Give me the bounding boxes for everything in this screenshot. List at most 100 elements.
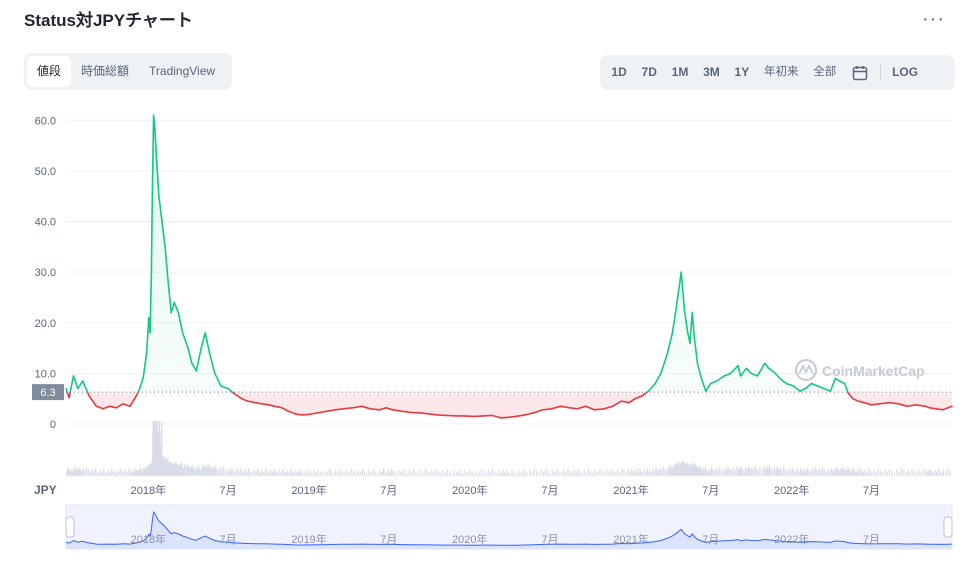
volume-bar <box>104 470 106 476</box>
volume-bar <box>540 470 542 476</box>
volume-bar <box>138 470 140 476</box>
x-tick-label: 2019年 <box>291 483 326 497</box>
volume-bar <box>739 467 741 476</box>
volume-bar <box>86 467 88 476</box>
volume-bar <box>763 466 765 476</box>
volume-bar <box>174 464 176 476</box>
price-point <box>446 414 448 417</box>
tab-tradingview[interactable]: TradingView <box>149 64 216 78</box>
price-point <box>640 395 643 398</box>
volume-bar <box>936 471 938 476</box>
volume-bar <box>473 473 475 476</box>
price-point <box>108 405 111 408</box>
volume-bar <box>788 468 790 476</box>
range-all[interactable]: 全部 <box>813 66 837 78</box>
more-options-icon[interactable]: ··· <box>922 8 945 30</box>
price-point <box>683 311 686 314</box>
price-point <box>785 382 788 385</box>
range-1d[interactable]: 1D <box>611 65 627 79</box>
range-navigator[interactable]: 2018年 7月 2019年 7月 2020年 7月 2021年 7月 2022年 7月 <box>65 504 953 550</box>
volume-bar <box>601 471 603 476</box>
price-point <box>863 401 866 404</box>
price-point <box>401 410 404 413</box>
volume-bar <box>632 470 634 476</box>
price-point <box>693 337 696 339</box>
volume-bar <box>837 468 839 477</box>
volume-bar <box>859 468 861 476</box>
price-point <box>804 387 807 390</box>
volume-bar <box>636 471 638 477</box>
price-point <box>72 375 75 377</box>
volume-bar <box>848 469 850 476</box>
price-point <box>129 405 131 408</box>
volume-bar <box>94 468 96 476</box>
volume-bar <box>696 468 698 476</box>
calendar-icon[interactable] <box>848 58 872 87</box>
price-point <box>879 403 881 405</box>
volume-bar <box>247 468 250 476</box>
price-point <box>161 220 163 223</box>
x-tick-label: 2021年 <box>613 483 648 497</box>
volume-bar <box>422 472 424 476</box>
range-ytd[interactable]: 年初来 <box>764 66 799 78</box>
price-point <box>95 405 98 408</box>
volume-bar <box>236 468 238 476</box>
price-point <box>164 246 166 248</box>
chart-type-tabs: 値段 時価総額 TradingView <box>24 53 232 90</box>
volume-bar <box>168 462 170 476</box>
volume-bar <box>410 472 412 476</box>
volume-bar <box>166 460 168 477</box>
y-tick-label: 40.0 <box>35 217 56 229</box>
price-point <box>227 387 229 390</box>
volume-bar <box>241 470 243 477</box>
current-price-tag <box>32 384 64 401</box>
volume-bar <box>784 468 786 477</box>
volume-bar <box>379 470 381 476</box>
navigator-handle-right[interactable] <box>943 516 953 538</box>
price-point <box>200 347 202 349</box>
volume-bar <box>879 470 881 476</box>
volume-bar <box>691 467 693 476</box>
range-3m[interactable]: 3M <box>703 65 720 79</box>
volume-bar <box>297 472 299 476</box>
time-range-selector: 1D 7D 1M 3M 1Y 年初来 全部 LOG <box>600 55 955 90</box>
volume-bar <box>172 466 174 476</box>
volume-bar <box>768 466 770 476</box>
price-point <box>149 332 151 334</box>
volume-bar <box>194 469 196 476</box>
volume-bar <box>871 472 873 476</box>
volume-bar <box>361 468 364 476</box>
volume-bar <box>752 469 754 476</box>
volume-bar <box>87 469 89 476</box>
volume-bar <box>736 466 738 476</box>
volume-bar <box>722 471 724 476</box>
log-scale-toggle[interactable]: LOG <box>892 65 919 79</box>
range-1m[interactable]: 1M <box>671 65 689 79</box>
volume-bar <box>619 471 621 476</box>
volume-bar <box>686 462 688 476</box>
volume-bar <box>665 470 668 476</box>
price-point <box>705 390 707 392</box>
volume-bar <box>355 472 357 476</box>
range-7d[interactable]: 7D <box>641 65 657 79</box>
range-1y[interactable]: 1Y <box>734 65 750 79</box>
volume-bar <box>163 456 165 476</box>
navigator-handle-left[interactable] <box>65 516 75 538</box>
volume-bar <box>387 469 389 476</box>
price-point <box>287 410 290 413</box>
volume-bar <box>145 468 147 477</box>
volume-bar <box>66 468 68 476</box>
volume-bar <box>503 471 506 476</box>
volume-bar <box>861 470 863 476</box>
volume-bar <box>558 470 560 476</box>
volume-bar <box>291 471 294 476</box>
volume-bar <box>720 469 722 476</box>
volume-bar <box>775 469 777 476</box>
volume-bar <box>715 468 717 476</box>
price-point <box>204 332 206 334</box>
tab-market-cap[interactable]: 時価総額 <box>81 64 130 78</box>
price-point <box>888 401 890 404</box>
tab-price[interactable]: 値段 <box>27 56 72 87</box>
volume-bar <box>217 470 220 476</box>
volume-bar <box>770 468 772 476</box>
